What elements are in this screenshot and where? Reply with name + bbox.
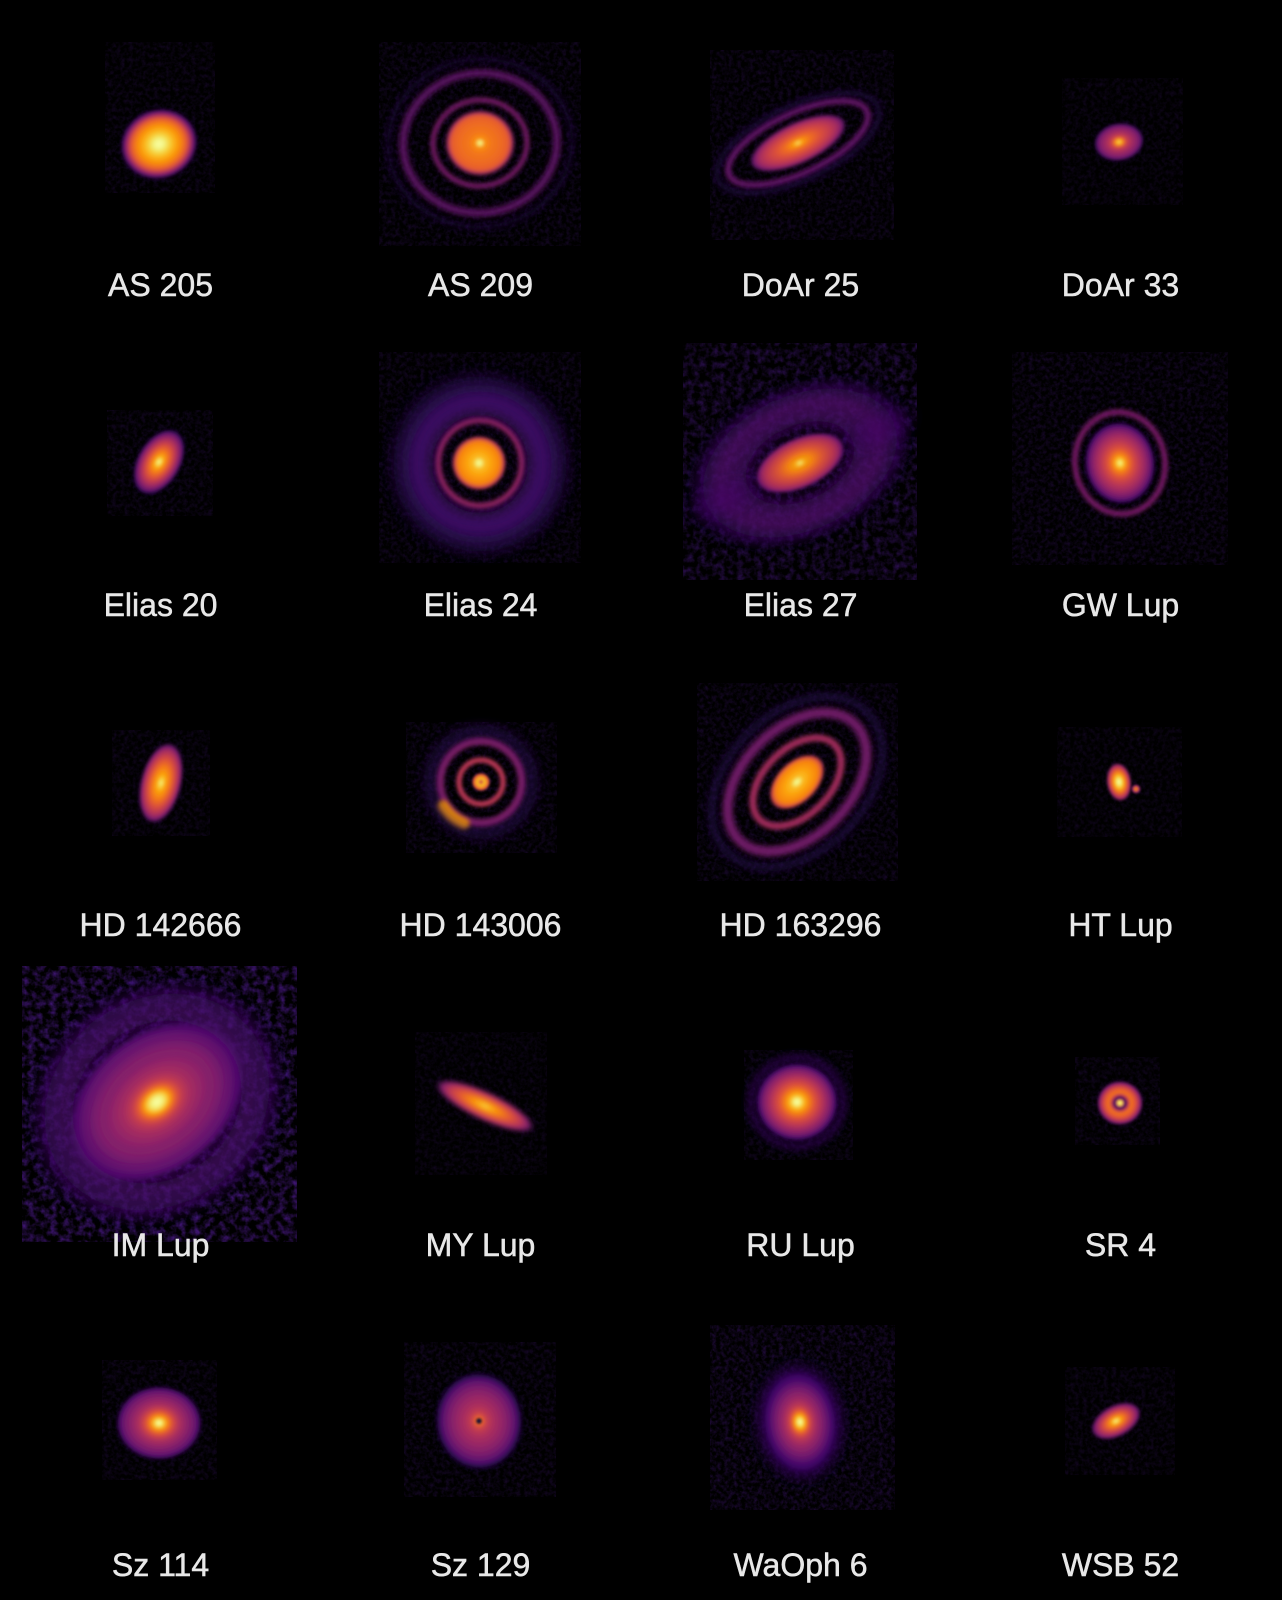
svg-text:RU Lup: RU Lup — [746, 1227, 855, 1263]
svg-text:HD 163296: HD 163296 — [720, 907, 882, 943]
svg-text:HD 142666: HD 142666 — [80, 907, 242, 943]
svg-text:IM Lup: IM Lup — [112, 1227, 210, 1263]
svg-text:WSB 52: WSB 52 — [1062, 1547, 1179, 1583]
svg-text:SR 4: SR 4 — [1085, 1227, 1156, 1263]
svg-text:AS 205: AS 205 — [108, 267, 213, 303]
svg-text:DoAr 25: DoAr 25 — [742, 267, 859, 303]
svg-text:HD 143006: HD 143006 — [400, 907, 562, 943]
svg-text:DoAr 33: DoAr 33 — [1062, 267, 1179, 303]
svg-text:HT Lup: HT Lup — [1068, 907, 1172, 943]
svg-text:Sz 114: Sz 114 — [112, 1547, 209, 1583]
svg-text:AS 209: AS 209 — [428, 267, 533, 303]
svg-text:GW Lup: GW Lup — [1062, 587, 1179, 623]
svg-text:MY Lup: MY Lup — [426, 1227, 536, 1263]
svg-text:Elias 20: Elias 20 — [104, 587, 218, 623]
svg-text:Sz 129: Sz 129 — [431, 1547, 531, 1583]
svg-text:Elias 27: Elias 27 — [744, 587, 858, 623]
svg-text:Elias 24: Elias 24 — [424, 587, 538, 623]
svg-text:WaOph 6: WaOph 6 — [734, 1547, 868, 1583]
